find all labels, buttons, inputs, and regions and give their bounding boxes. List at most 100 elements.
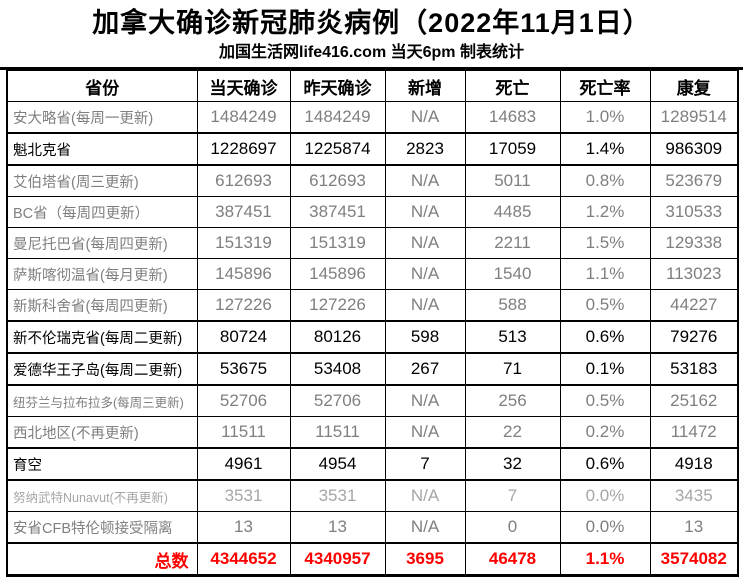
today-confirmed-value: 53675 bbox=[196, 352, 291, 386]
recovered-value: 986309 bbox=[649, 132, 739, 166]
recovered-value: 44227 bbox=[649, 289, 739, 322]
province-name: 魁北克省 bbox=[6, 132, 198, 166]
today-confirmed-value: 11511 bbox=[196, 416, 291, 449]
death-rate-value: 0.0% bbox=[559, 511, 651, 544]
deaths-value: 4485 bbox=[464, 196, 561, 228]
total-today-confirmed: 4344652 bbox=[196, 542, 291, 576]
deaths-value: 0 bbox=[464, 511, 561, 544]
total-yesterday-confirmed: 4340957 bbox=[289, 542, 386, 576]
today-confirmed-value: 1228697 bbox=[196, 132, 291, 166]
table-row: 纽芬兰与拉布拉多(每周三更新) 52706 52706 N/A 256 0.5% 25162 bbox=[6, 384, 739, 417]
table-row: 西北地区(不再更新) 11511 11511 N/A 22 0.2% 11472 bbox=[6, 416, 739, 449]
new-cases-value: N/A bbox=[384, 479, 466, 512]
yesterday-confirmed-value: 3531 bbox=[289, 479, 386, 512]
deaths-value: 71 bbox=[464, 352, 561, 386]
province-name: 西北地区(不再更新) bbox=[6, 416, 198, 449]
new-cases-value: N/A bbox=[384, 164, 466, 197]
province-name: BC省（每周四更新） bbox=[6, 196, 198, 228]
recovered-value: 53183 bbox=[649, 352, 739, 386]
table-row: 努纳武特Nunavut(不再更新) 3531 3531 N/A 7 0.0% 3435 bbox=[6, 479, 739, 512]
province-name: 曼尼托巴省(每周四更新) bbox=[6, 227, 198, 259]
new-cases-value: N/A bbox=[384, 258, 466, 290]
yesterday-confirmed-value: 4954 bbox=[289, 447, 386, 481]
today-confirmed-value: 612693 bbox=[196, 164, 291, 197]
province-name: 新斯科舍省(每周四更新) bbox=[6, 289, 198, 322]
deaths-value: 5011 bbox=[464, 164, 561, 197]
yesterday-confirmed-value: 127226 bbox=[289, 289, 386, 322]
new-cases-value: 267 bbox=[384, 352, 466, 386]
deaths-value: 17059 bbox=[464, 132, 561, 166]
deaths-value: 256 bbox=[464, 384, 561, 417]
recovered-value: 523679 bbox=[649, 164, 739, 197]
table-row: 魁北克省 1228697 1225874 2823 17059 1.4% 986309 bbox=[6, 132, 739, 166]
deaths-value: 14683 bbox=[464, 101, 561, 134]
total-row: 总数 4344652 4340957 3695 46478 1.1% 35740… bbox=[6, 542, 739, 576]
yesterday-confirmed-value: 53408 bbox=[289, 352, 386, 386]
recovered-value: 25162 bbox=[649, 384, 739, 417]
total-death-rate: 1.1% bbox=[559, 542, 651, 576]
today-confirmed-value: 4961 bbox=[196, 447, 291, 481]
province-name: 安大略省(每周一更新) bbox=[6, 101, 198, 134]
death-rate-value: 1.0% bbox=[559, 101, 651, 134]
new-cases-value: N/A bbox=[384, 416, 466, 449]
deaths-value: 588 bbox=[464, 289, 561, 322]
yesterday-confirmed-value: 145896 bbox=[289, 258, 386, 290]
province-name: 萨斯喀彻温省(每月更新) bbox=[6, 258, 198, 290]
total-recovered: 3574082 bbox=[649, 542, 739, 576]
province-name: 育空 bbox=[6, 447, 198, 481]
recovered-value: 79276 bbox=[649, 320, 739, 354]
province-name: 纽芬兰与拉布拉多(每周三更新) bbox=[6, 384, 198, 417]
col-header-province: 省份 bbox=[6, 70, 198, 102]
table-body: 安大略省(每周一更新) 1484249 1484249 N/A 14683 1.0% 128… bbox=[6, 101, 739, 544]
new-cases-value: 7 bbox=[384, 447, 466, 481]
today-confirmed-value: 1484249 bbox=[196, 101, 291, 134]
yesterday-confirmed-value: 151319 bbox=[289, 227, 386, 259]
col-header-yesterday-confirmed: 昨天确诊 bbox=[289, 70, 386, 102]
deaths-value: 513 bbox=[464, 320, 561, 354]
yesterday-confirmed-value: 387451 bbox=[289, 196, 386, 228]
today-confirmed-value: 145896 bbox=[196, 258, 291, 290]
table-row: 新不伦瑞克省(每周二更新) 80724 80126 598 513 0.6% 79276 bbox=[6, 320, 739, 354]
total-deaths: 46478 bbox=[464, 542, 561, 576]
today-confirmed-value: 127226 bbox=[196, 289, 291, 322]
recovered-value: 11472 bbox=[649, 416, 739, 449]
today-confirmed-value: 52706 bbox=[196, 384, 291, 417]
page-title: 加拿大确诊新冠肺炎病例（2022年11月1日） bbox=[92, 8, 651, 38]
yesterday-confirmed-value: 1484249 bbox=[289, 101, 386, 134]
province-name: 安省CFB特伦顿接受隔离 bbox=[6, 511, 198, 544]
col-header-today-confirmed: 当天确诊 bbox=[196, 70, 291, 102]
yesterday-confirmed-value: 13 bbox=[289, 511, 386, 544]
col-header-recovered: 康复 bbox=[649, 70, 739, 102]
recovered-value: 13 bbox=[649, 511, 739, 544]
new-cases-value: N/A bbox=[384, 101, 466, 134]
deaths-value: 32 bbox=[464, 447, 561, 481]
new-cases-value: N/A bbox=[384, 511, 466, 544]
death-rate-value: 0.5% bbox=[559, 384, 651, 417]
col-header-death-rate: 死亡率 bbox=[559, 70, 651, 102]
recovered-value: 129338 bbox=[649, 227, 739, 259]
death-rate-value: 0.5% bbox=[559, 289, 651, 322]
death-rate-value: 0.6% bbox=[559, 320, 651, 354]
today-confirmed-value: 387451 bbox=[196, 196, 291, 228]
col-header-deaths: 死亡 bbox=[464, 70, 561, 102]
table-row: 曼尼托巴省(每周四更新) 151319 151319 N/A 2211 1.5% 12933… bbox=[6, 227, 739, 259]
table-row: 爱德华王子岛(每周二更新) 53675 53408 267 71 0.1% 53183 bbox=[6, 352, 739, 386]
province-name: 努纳武特Nunavut(不再更新) bbox=[6, 479, 198, 512]
death-rate-value: 0.1% bbox=[559, 352, 651, 386]
death-rate-value: 1.4% bbox=[559, 132, 651, 166]
death-rate-value: 0.0% bbox=[559, 479, 651, 512]
new-cases-value: N/A bbox=[384, 196, 466, 228]
recovered-value: 1289514 bbox=[649, 101, 739, 134]
deaths-value: 2211 bbox=[464, 227, 561, 259]
death-rate-value: 1.1% bbox=[559, 258, 651, 290]
death-rate-value: 0.8% bbox=[559, 164, 651, 197]
recovered-value: 113023 bbox=[649, 258, 739, 290]
province-name: 艾伯塔省(周三更新) bbox=[6, 164, 198, 197]
yesterday-confirmed-value: 1225874 bbox=[289, 132, 386, 166]
today-confirmed-value: 151319 bbox=[196, 227, 291, 259]
header-row: 省份 当天确诊 昨天确诊 新增 死亡 死亡率 康复 bbox=[6, 70, 739, 102]
new-cases-value: 2823 bbox=[384, 132, 466, 166]
new-cases-value: N/A bbox=[384, 384, 466, 417]
today-confirmed-value: 80724 bbox=[196, 320, 291, 354]
death-rate-value: 1.2% bbox=[559, 196, 651, 228]
